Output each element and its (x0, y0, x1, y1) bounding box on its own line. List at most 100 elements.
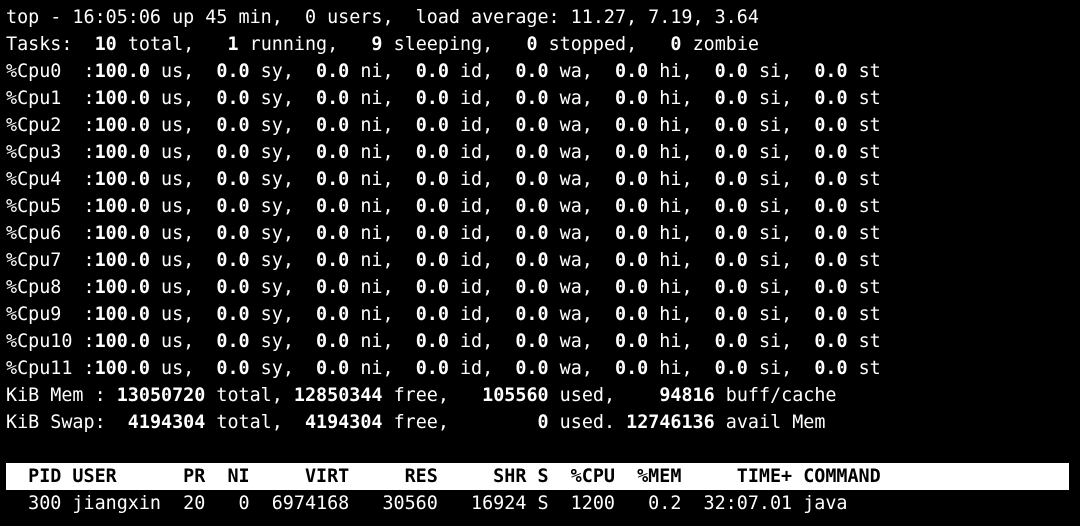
cpu-us: 100.0 (95, 304, 161, 325)
swap-avail: 12746136 (615, 412, 726, 433)
cpu-us: 100.0 (95, 277, 161, 298)
cpu-row: %Cpu0 :100.0 us, 0.0 sy, 0.0 ni, 0.0 id,… (6, 58, 1080, 85)
cpu-hi: 0.0 (593, 277, 659, 298)
cpu-st: 0.0 (792, 250, 858, 271)
cpu-row: %Cpu4 :100.0 us, 0.0 sy, 0.0 ni, 0.0 id,… (6, 166, 1080, 193)
cpu-wa: 0.0 (493, 250, 559, 271)
cpu-id: 0.0 (394, 61, 460, 82)
cpu-st: 0.0 (792, 61, 858, 82)
cpu-row: %Cpu6 :100.0 us, 0.0 sy, 0.0 ni, 0.0 id,… (6, 220, 1080, 247)
cpu-wa: 0.0 (493, 115, 559, 136)
cpu-hi: 0.0 (593, 115, 659, 136)
cpu-st: 0.0 (792, 331, 858, 352)
cpu-ni: 0.0 (294, 358, 360, 379)
tasks-sleeping: 9 (338, 34, 393, 55)
cpu-sy: 0.0 (194, 142, 260, 163)
cpu-us: 100.0 (95, 61, 161, 82)
cpu-wa: 0.0 (493, 61, 559, 82)
cpu-ni: 0.0 (294, 196, 360, 217)
cpu-ni: 0.0 (294, 223, 360, 244)
cpu-si: 0.0 (693, 169, 759, 190)
cpu-sy: 0.0 (194, 169, 260, 190)
cpu-id: 0.0 (394, 88, 460, 109)
cpu-name: %Cpu1 : (6, 88, 95, 109)
cpu-ni: 0.0 (294, 142, 360, 163)
cpu-si: 0.0 (693, 277, 759, 298)
cpu-id: 0.0 (394, 115, 460, 136)
cpu-hi: 0.0 (593, 61, 659, 82)
cpu-us: 100.0 (95, 223, 161, 244)
cpu-id: 0.0 (394, 331, 460, 352)
cpu-si: 0.0 (693, 358, 759, 379)
cpu-si: 0.0 (693, 61, 759, 82)
cpu-wa: 0.0 (493, 169, 559, 190)
cpu-name: %Cpu5 : (6, 196, 95, 217)
cpu-sy: 0.0 (194, 88, 260, 109)
cpu-hi: 0.0 (593, 88, 659, 109)
tasks-zombie: 0 (637, 34, 692, 55)
cpu-sy: 0.0 (194, 358, 260, 379)
cpu-wa: 0.0 (493, 358, 559, 379)
cpu-hi: 0.0 (593, 169, 659, 190)
swap-used: 0 (449, 412, 560, 433)
cpu-ni: 0.0 (294, 169, 360, 190)
cpu-row: %Cpu2 :100.0 us, 0.0 sy, 0.0 ni, 0.0 id,… (6, 112, 1080, 139)
cpu-si: 0.0 (693, 304, 759, 325)
cpu-wa: 0.0 (493, 88, 559, 109)
cpu-sy: 0.0 (194, 61, 260, 82)
cpu-hi: 0.0 (593, 250, 659, 271)
cpu-row: %Cpu10 :100.0 us, 0.0 sy, 0.0 ni, 0.0 id… (6, 328, 1080, 355)
mem-used: 105560 (449, 385, 560, 406)
cpu-ni: 0.0 (294, 277, 360, 298)
mem-buff: 94816 (615, 385, 726, 406)
cpu-row: %Cpu11 :100.0 us, 0.0 sy, 0.0 ni, 0.0 id… (6, 355, 1080, 382)
cpu-row: %Cpu8 :100.0 us, 0.0 sy, 0.0 ni, 0.0 id,… (6, 274, 1080, 301)
tasks-label: Tasks: (6, 34, 72, 55)
cpu-si: 0.0 (693, 88, 759, 109)
cpu-si: 0.0 (693, 196, 759, 217)
proc-header: PID USER PR NI VIRT RES SHR S %CPU %MEM … (6, 463, 1069, 490)
cpu-st: 0.0 (792, 304, 858, 325)
cpu-hi: 0.0 (593, 196, 659, 217)
mem-label: KiB Mem : (6, 385, 106, 406)
cpu-name: %Cpu2 : (6, 115, 95, 136)
cpu-name: %Cpu8 : (6, 277, 95, 298)
swap-free: 4194304 (283, 412, 394, 433)
cpu-ni: 0.0 (294, 250, 360, 271)
terminal-output: top - 16:05:06 up 45 min, 0 users, load … (0, 0, 1080, 517)
cpu-ni: 0.0 (294, 331, 360, 352)
cpu-name: %Cpu7 : (6, 250, 95, 271)
cpu-us: 100.0 (95, 358, 161, 379)
top-header: top - 16:05:06 up 45 min, 0 users, load … (6, 7, 759, 28)
cpu-row: %Cpu9 :100.0 us, 0.0 sy, 0.0 ni, 0.0 id,… (6, 301, 1080, 328)
cpu-us: 100.0 (95, 115, 161, 136)
cpu-si: 0.0 (693, 115, 759, 136)
cpu-sy: 0.0 (194, 196, 260, 217)
cpu-st: 0.0 (792, 88, 858, 109)
cpu-name: %Cpu4 : (6, 169, 95, 190)
cpu-hi: 0.0 (593, 142, 659, 163)
mem-total: 13050720 (106, 385, 217, 406)
cpu-id: 0.0 (394, 250, 460, 271)
cpu-ni: 0.0 (294, 88, 360, 109)
cpu-hi: 0.0 (593, 331, 659, 352)
cpu-row: %Cpu1 :100.0 us, 0.0 sy, 0.0 ni, 0.0 id,… (6, 85, 1080, 112)
cpu-si: 0.0 (693, 142, 759, 163)
mem-free: 12850344 (283, 385, 394, 406)
cpu-id: 0.0 (394, 277, 460, 298)
cpu-sy: 0.0 (194, 277, 260, 298)
cpu-ni: 0.0 (294, 115, 360, 136)
cpu-si: 0.0 (693, 250, 759, 271)
cpu-st: 0.0 (792, 277, 858, 298)
cpu-id: 0.0 (394, 142, 460, 163)
cpu-row: %Cpu3 :100.0 us, 0.0 sy, 0.0 ni, 0.0 id,… (6, 139, 1080, 166)
cpu-hi: 0.0 (593, 223, 659, 244)
swap-label: KiB Swap: (6, 412, 106, 433)
cpu-id: 0.0 (394, 304, 460, 325)
cpu-us: 100.0 (95, 88, 161, 109)
cpu-hi: 0.0 (593, 304, 659, 325)
cpu-name: %Cpu10 : (6, 331, 95, 352)
cpu-us: 100.0 (95, 250, 161, 271)
cpu-sy: 0.0 (194, 250, 260, 271)
cpu-si: 0.0 (693, 223, 759, 244)
